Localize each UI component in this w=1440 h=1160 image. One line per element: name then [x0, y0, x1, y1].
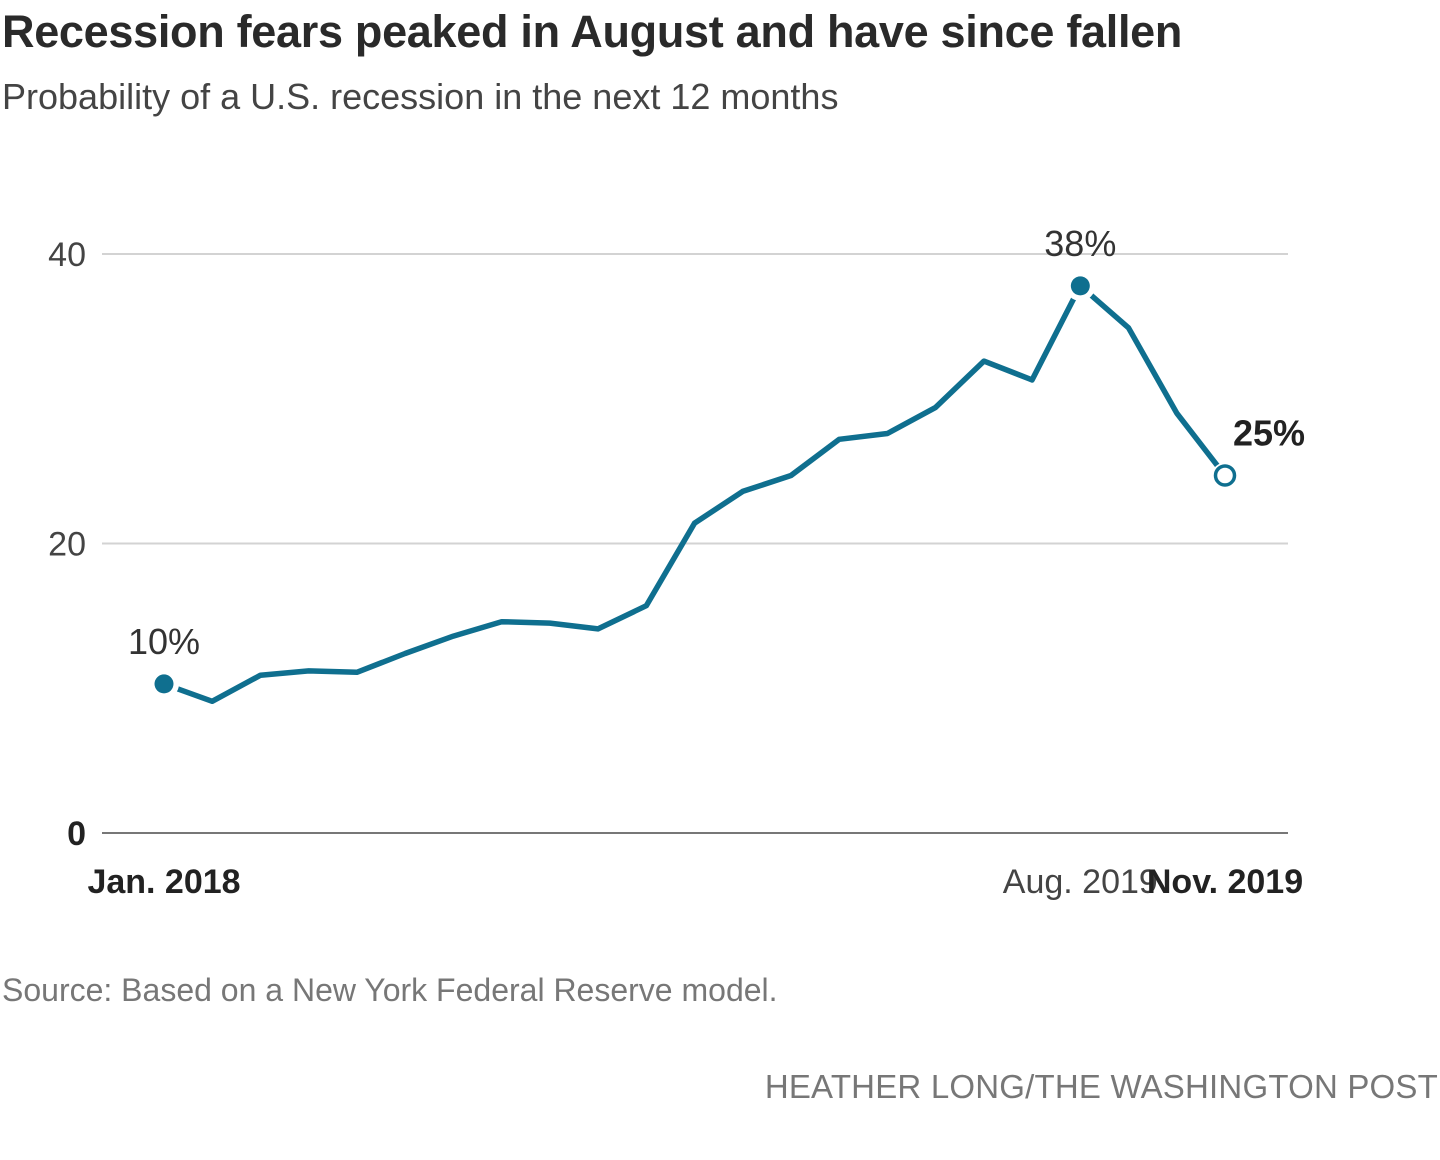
line-layer [161, 283, 1228, 705]
chart-subtitle: Probability of a U.S. recession in the n… [2, 76, 839, 117]
data-label: 38% [1044, 223, 1116, 264]
y-tick-label: 40 [48, 236, 86, 274]
marker-layer [149, 270, 1238, 699]
point-marker [154, 674, 174, 694]
credit-line: HEATHER LONG/THE WASHINGTON POST [764, 1068, 1438, 1105]
latest-point-marker [1213, 464, 1237, 487]
x-tick-label: Aug. 2019 [1003, 863, 1158, 901]
y-tick-label: 0 [67, 815, 86, 853]
point-marker [1070, 276, 1090, 296]
data-label: 10% [128, 621, 200, 662]
source-note: Source: Based on a New York Federal Rese… [2, 972, 778, 1008]
series-line [161, 283, 1228, 705]
chart-title: Recession fears peaked in August and hav… [2, 6, 1183, 57]
grid-layer [102, 253, 1288, 834]
data-label: 25% [1233, 412, 1305, 453]
y-tick-label: 20 [48, 526, 86, 564]
x-tick-label: Jan. 2018 [87, 863, 240, 901]
x-tick-label: Nov. 2019 [1147, 863, 1303, 901]
